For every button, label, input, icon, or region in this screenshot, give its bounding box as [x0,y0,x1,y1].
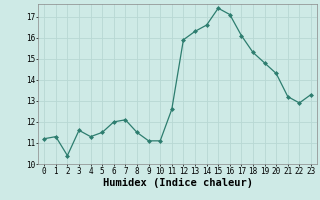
X-axis label: Humidex (Indice chaleur): Humidex (Indice chaleur) [103,178,252,188]
